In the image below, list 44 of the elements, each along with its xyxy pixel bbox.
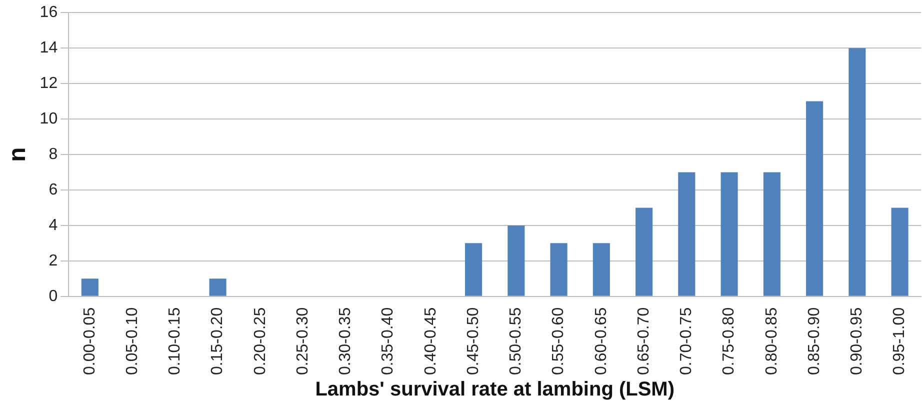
x-tick-label: 0.60-0.65 <box>592 307 610 375</box>
x-tick-label: 0.15-0.20 <box>209 307 226 375</box>
bar <box>508 225 525 296</box>
x-tick-label: 0.50-0.55 <box>508 307 525 375</box>
x-tick-label: 0.10-0.15 <box>166 307 184 375</box>
y-tick-label: 6 <box>48 181 58 198</box>
x-tick-label: 0.25-0.30 <box>294 307 312 375</box>
x-tick-label: 0.35-0.40 <box>380 307 397 375</box>
y-tick-label: 16 <box>40 4 58 22</box>
x-tick-label: 0.00-0.05 <box>81 307 98 375</box>
y-tick-label: 0 <box>48 288 58 305</box>
x-tick-label: 0.70-0.75 <box>678 307 696 375</box>
x-tick-label: 0.65-0.70 <box>635 307 652 375</box>
x-tick-label: 0.40-0.45 <box>422 307 440 375</box>
bar <box>550 243 568 296</box>
x-tick-label: 0.90-0.95 <box>848 307 866 375</box>
bar <box>636 208 653 296</box>
x-tick-label: 0.85-0.90 <box>806 307 823 375</box>
x-tick-label: 0.05-0.10 <box>124 307 141 375</box>
bar <box>848 48 866 296</box>
y-axis-title: n <box>4 147 32 162</box>
x-tick-label: 0.95-1.00 <box>891 307 908 375</box>
bar <box>891 208 908 296</box>
x-tick-label: 0.45-0.50 <box>464 307 482 375</box>
bar <box>81 278 98 296</box>
bar <box>678 172 696 296</box>
y-tick-label: 14 <box>40 39 58 56</box>
x-tick-label: 0.30-0.35 <box>337 307 354 375</box>
bar <box>720 172 738 296</box>
x-axis-title: Lambs' survival rate at lambing (LSM) <box>315 378 675 401</box>
y-tick-label: 12 <box>40 74 58 92</box>
bar <box>806 101 824 296</box>
x-tick-label: 0.75-0.80 <box>720 307 738 375</box>
y-tick-label: 10 <box>40 110 58 128</box>
y-tick-label: 2 <box>48 252 58 270</box>
x-tick-label: 0.55-0.60 <box>550 307 568 375</box>
bar <box>763 172 780 296</box>
x-tick-label: 0.20-0.25 <box>252 307 269 375</box>
bar <box>209 278 226 296</box>
y-tick-label: 8 <box>48 146 58 163</box>
x-tick-label: 0.80-0.85 <box>763 307 780 375</box>
bar <box>592 243 610 296</box>
y-tick-label: 4 <box>48 216 58 234</box>
bar <box>465 243 482 296</box>
